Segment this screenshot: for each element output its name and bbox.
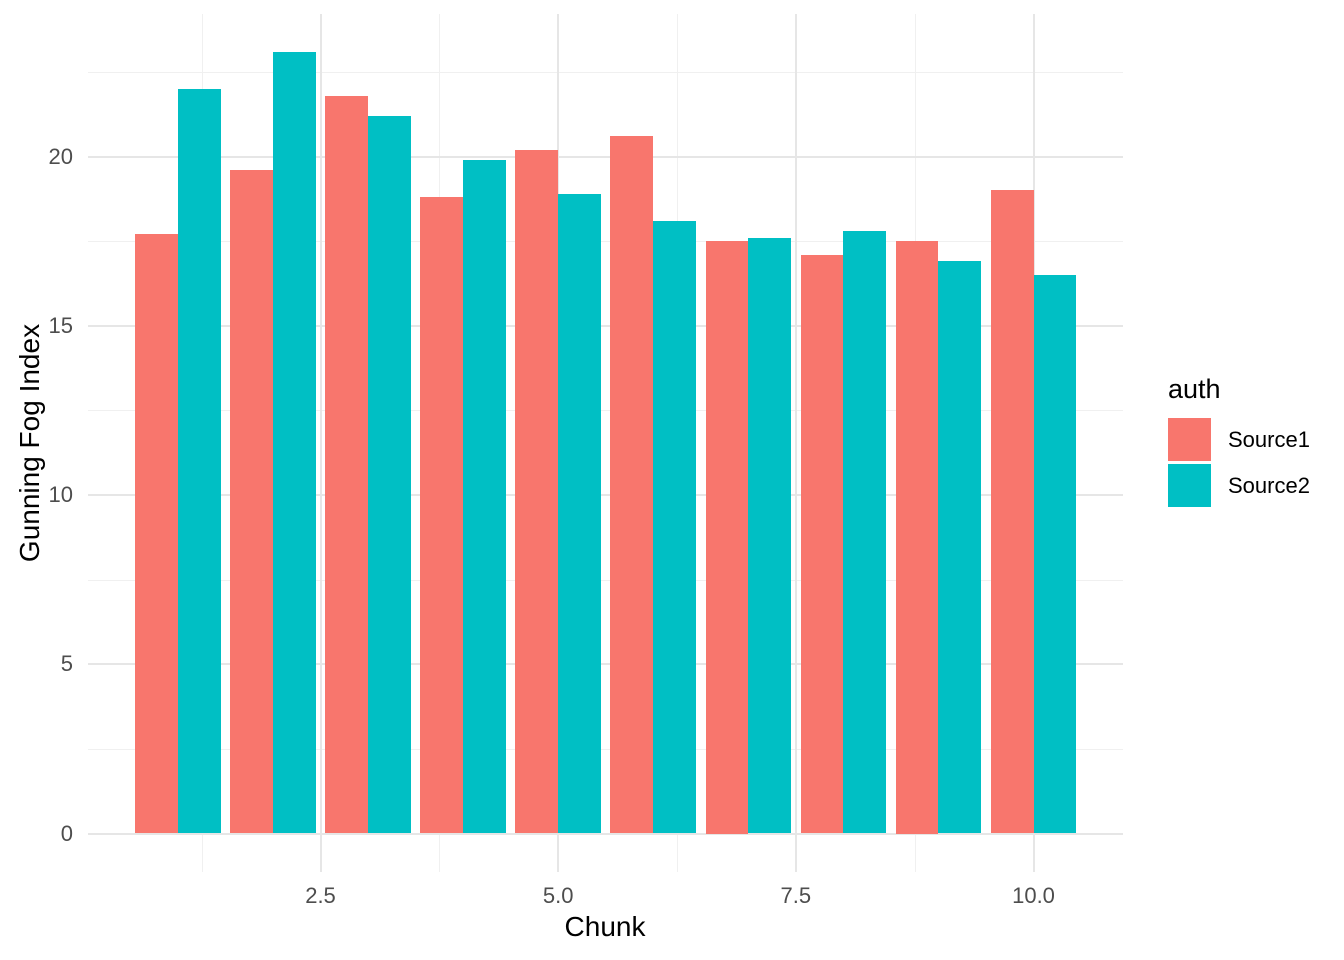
y-tick-label: 0 <box>60 820 73 846</box>
legend-entry-source2: Source2 <box>1168 464 1310 507</box>
y-axis-title: Gunning Fog Index <box>14 323 45 563</box>
plot-panel <box>88 14 1123 872</box>
y-gridline-major <box>88 324 1123 327</box>
bar-source1-chunk-3 <box>325 95 369 834</box>
x-tick-label: 2.5 <box>305 883 336 908</box>
bar-source2-chunk-9 <box>938 261 982 834</box>
legend-key-source1 <box>1168 418 1211 461</box>
bar-source2-chunk-5 <box>558 193 601 834</box>
legend-key-source2 <box>1168 464 1211 507</box>
x-tick-label: 7.5 <box>780 883 812 908</box>
y-gridline-major <box>88 494 1123 496</box>
x-tick-label: 10.0 <box>1012 883 1055 908</box>
bar-source1-chunk-2 <box>230 170 273 834</box>
legend: auth Source1 Source2 <box>1168 374 1310 510</box>
bar-source1-chunk-9 <box>895 241 939 834</box>
x-tick-label: 5.0 <box>542 883 574 908</box>
bar-source2-chunk-1 <box>177 88 221 834</box>
bar-source1-chunk-6 <box>610 136 654 834</box>
legend-entry-source1: Source1 <box>1168 418 1310 461</box>
bar-source1-chunk-8 <box>800 254 844 834</box>
bar-source1-chunk-4 <box>420 197 464 834</box>
legend-label-source2: Source2 <box>1228 472 1310 498</box>
y-gridline-major <box>88 832 1123 835</box>
y-tick-label: 10 <box>48 482 73 507</box>
legend-title: auth <box>1168 374 1221 404</box>
bar-source2-chunk-3 <box>368 115 411 834</box>
y-tick-label: 15 <box>48 312 73 338</box>
y-gridline-minor <box>88 748 1123 750</box>
bar-source1-chunk-1 <box>135 234 178 834</box>
y-gridline-minor <box>88 579 1123 581</box>
x-gridline-major <box>319 14 322 872</box>
bar-source2-chunk-6 <box>653 220 697 834</box>
legend-label-source1: Source1 <box>1228 426 1310 452</box>
y-gridline-minor <box>88 241 1123 243</box>
bar-source1-chunk-5 <box>515 149 559 834</box>
bar-source2-chunk-10 <box>1033 274 1077 834</box>
bar-source2-chunk-2 <box>272 51 316 834</box>
legend-entries: Source1 Source2 <box>1168 418 1310 507</box>
y-tick-label: 5 <box>60 651 73 677</box>
y-gridline-minor <box>88 410 1123 412</box>
bar-source2-chunk-7 <box>748 237 792 834</box>
x-gridline-major <box>794 14 797 872</box>
y-gridline-major <box>88 663 1123 666</box>
y-gridline-minor <box>88 71 1123 73</box>
x-axis-title: Chunk <box>564 911 646 942</box>
bar-source1-chunk-10 <box>990 190 1034 834</box>
bar-source1-chunk-7 <box>705 241 749 834</box>
y-gridline-major <box>88 155 1123 158</box>
bar-source2-chunk-8 <box>843 230 887 834</box>
y-tick-label: 20 <box>48 143 73 169</box>
bar-source2-chunk-4 <box>463 159 506 834</box>
